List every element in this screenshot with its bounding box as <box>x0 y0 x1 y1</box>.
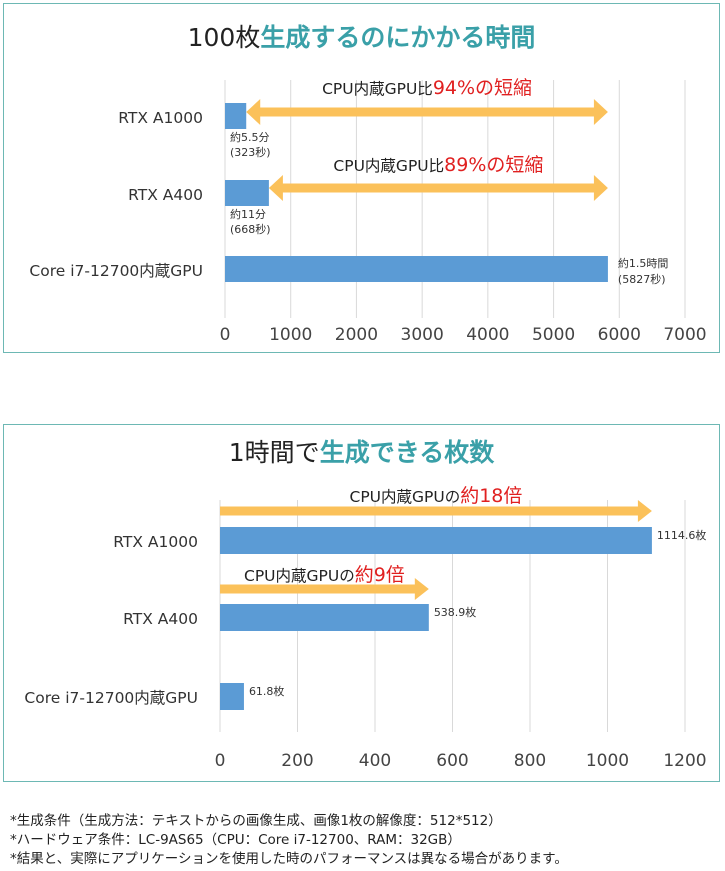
x-tick-label: 3000 <box>401 325 444 345</box>
chart-title-generation-time: 100枚生成するのにかかる時間 <box>4 23 719 53</box>
comparison-arrow <box>246 99 608 125</box>
category-label: RTX A400 <box>128 186 203 204</box>
x-tick-label: 0 <box>215 751 226 771</box>
footnote-disclaimer: *結果と、実際にアプリケーションを使用した時のパフォーマンスは異なる場合がありま… <box>10 851 568 867</box>
data-label: 61.8枚 <box>249 684 285 698</box>
x-tick-label: 800 <box>514 751 546 771</box>
data-label: 538.9枚 <box>434 605 477 619</box>
bar <box>225 256 608 282</box>
x-tick-label: 200 <box>281 751 313 771</box>
x-tick-label: 5000 <box>532 325 575 345</box>
annotation-text: CPU内蔵GPUの <box>244 567 355 585</box>
comparison-annotation: CPU内蔵GPUの約18倍 <box>350 485 523 507</box>
comparison-annotation: CPU内蔵GPUの約9倍 <box>244 564 405 586</box>
chart-title-prefix: 100枚 <box>187 23 261 52</box>
comparison-annotation: CPU内蔵GPU比94%の短縮 <box>322 77 532 99</box>
category-label: Core i7-12700内蔵GPU <box>24 689 198 707</box>
bar <box>220 683 244 710</box>
x-tick-label: 2000 <box>335 325 378 345</box>
category-label: Core i7-12700内蔵GPU <box>29 262 203 280</box>
annotation-highlight: 約18倍 <box>460 485 522 507</box>
x-tick-label: 1000 <box>586 751 629 771</box>
x-tick-label: 600 <box>436 751 468 771</box>
annotation-highlight: 89%の短縮 <box>444 154 543 176</box>
x-tick-label: 4000 <box>466 325 509 345</box>
annotation-text: CPU内蔵GPU比 <box>322 80 433 98</box>
bar <box>220 604 429 631</box>
comparison-arrow <box>268 175 608 201</box>
footnote-hardware-conditions: *ハードウェア条件：LC-9AS65（CPU：Core i7-12700、RAM… <box>10 832 461 848</box>
footnote-generation-conditions: *生成条件（生成方法：テキストからの画像生成、画像1枚の解像度：512*512） <box>10 813 502 829</box>
bar <box>225 180 269 206</box>
category-label: RTX A1000 <box>118 109 203 127</box>
comparison-annotation: CPU内蔵GPU比89%の短縮 <box>333 154 543 176</box>
x-tick-label: 0 <box>220 325 231 345</box>
x-tick-label: 400 <box>359 751 391 771</box>
footnotes: *生成条件（生成方法：テキストからの画像生成、画像1枚の解像度：512*512）… <box>10 812 568 869</box>
data-label: 約11分 <box>230 207 266 221</box>
chart-title-prefix: 1時間で <box>228 438 320 467</box>
category-label: RTX A400 <box>123 610 198 628</box>
bar <box>225 103 247 129</box>
data-label: (323秒) <box>230 145 271 159</box>
data-label: 約1.5時間 <box>618 256 669 270</box>
x-tick-label: 1200 <box>663 751 706 771</box>
annotation-text: CPU内蔵GPUの <box>350 488 461 506</box>
x-tick-label: 6000 <box>598 325 641 345</box>
chart-title-emphasis: 生成するのにかかる時間 <box>260 23 536 52</box>
comparison-arrow <box>220 500 652 522</box>
data-label: 1114.6枚 <box>657 528 707 542</box>
data-label: (5827秒) <box>618 272 666 286</box>
bar <box>220 527 652 554</box>
data-label: 約5.5分 <box>230 130 270 144</box>
annotation-highlight: 94%の短縮 <box>433 77 532 99</box>
data-label: (668秒) <box>230 222 271 236</box>
chart-title-emphasis: 生成できる枚数 <box>319 438 495 467</box>
annotation-text: CPU内蔵GPU比 <box>333 157 444 175</box>
x-tick-label: 7000 <box>663 325 706 345</box>
chart-panel-generation-time: 100枚生成するのにかかる時間 <box>3 3 720 353</box>
x-tick-label: 1000 <box>269 325 312 345</box>
chart-title-images-per-hour: 1時間で生成できる枚数 <box>4 438 719 468</box>
chart-panel-images-per-hour: 1時間で生成できる枚数 <box>3 424 720 782</box>
annotation-highlight: 約9倍 <box>355 564 405 586</box>
category-label: RTX A1000 <box>113 533 198 551</box>
comparison-arrow <box>220 578 429 600</box>
